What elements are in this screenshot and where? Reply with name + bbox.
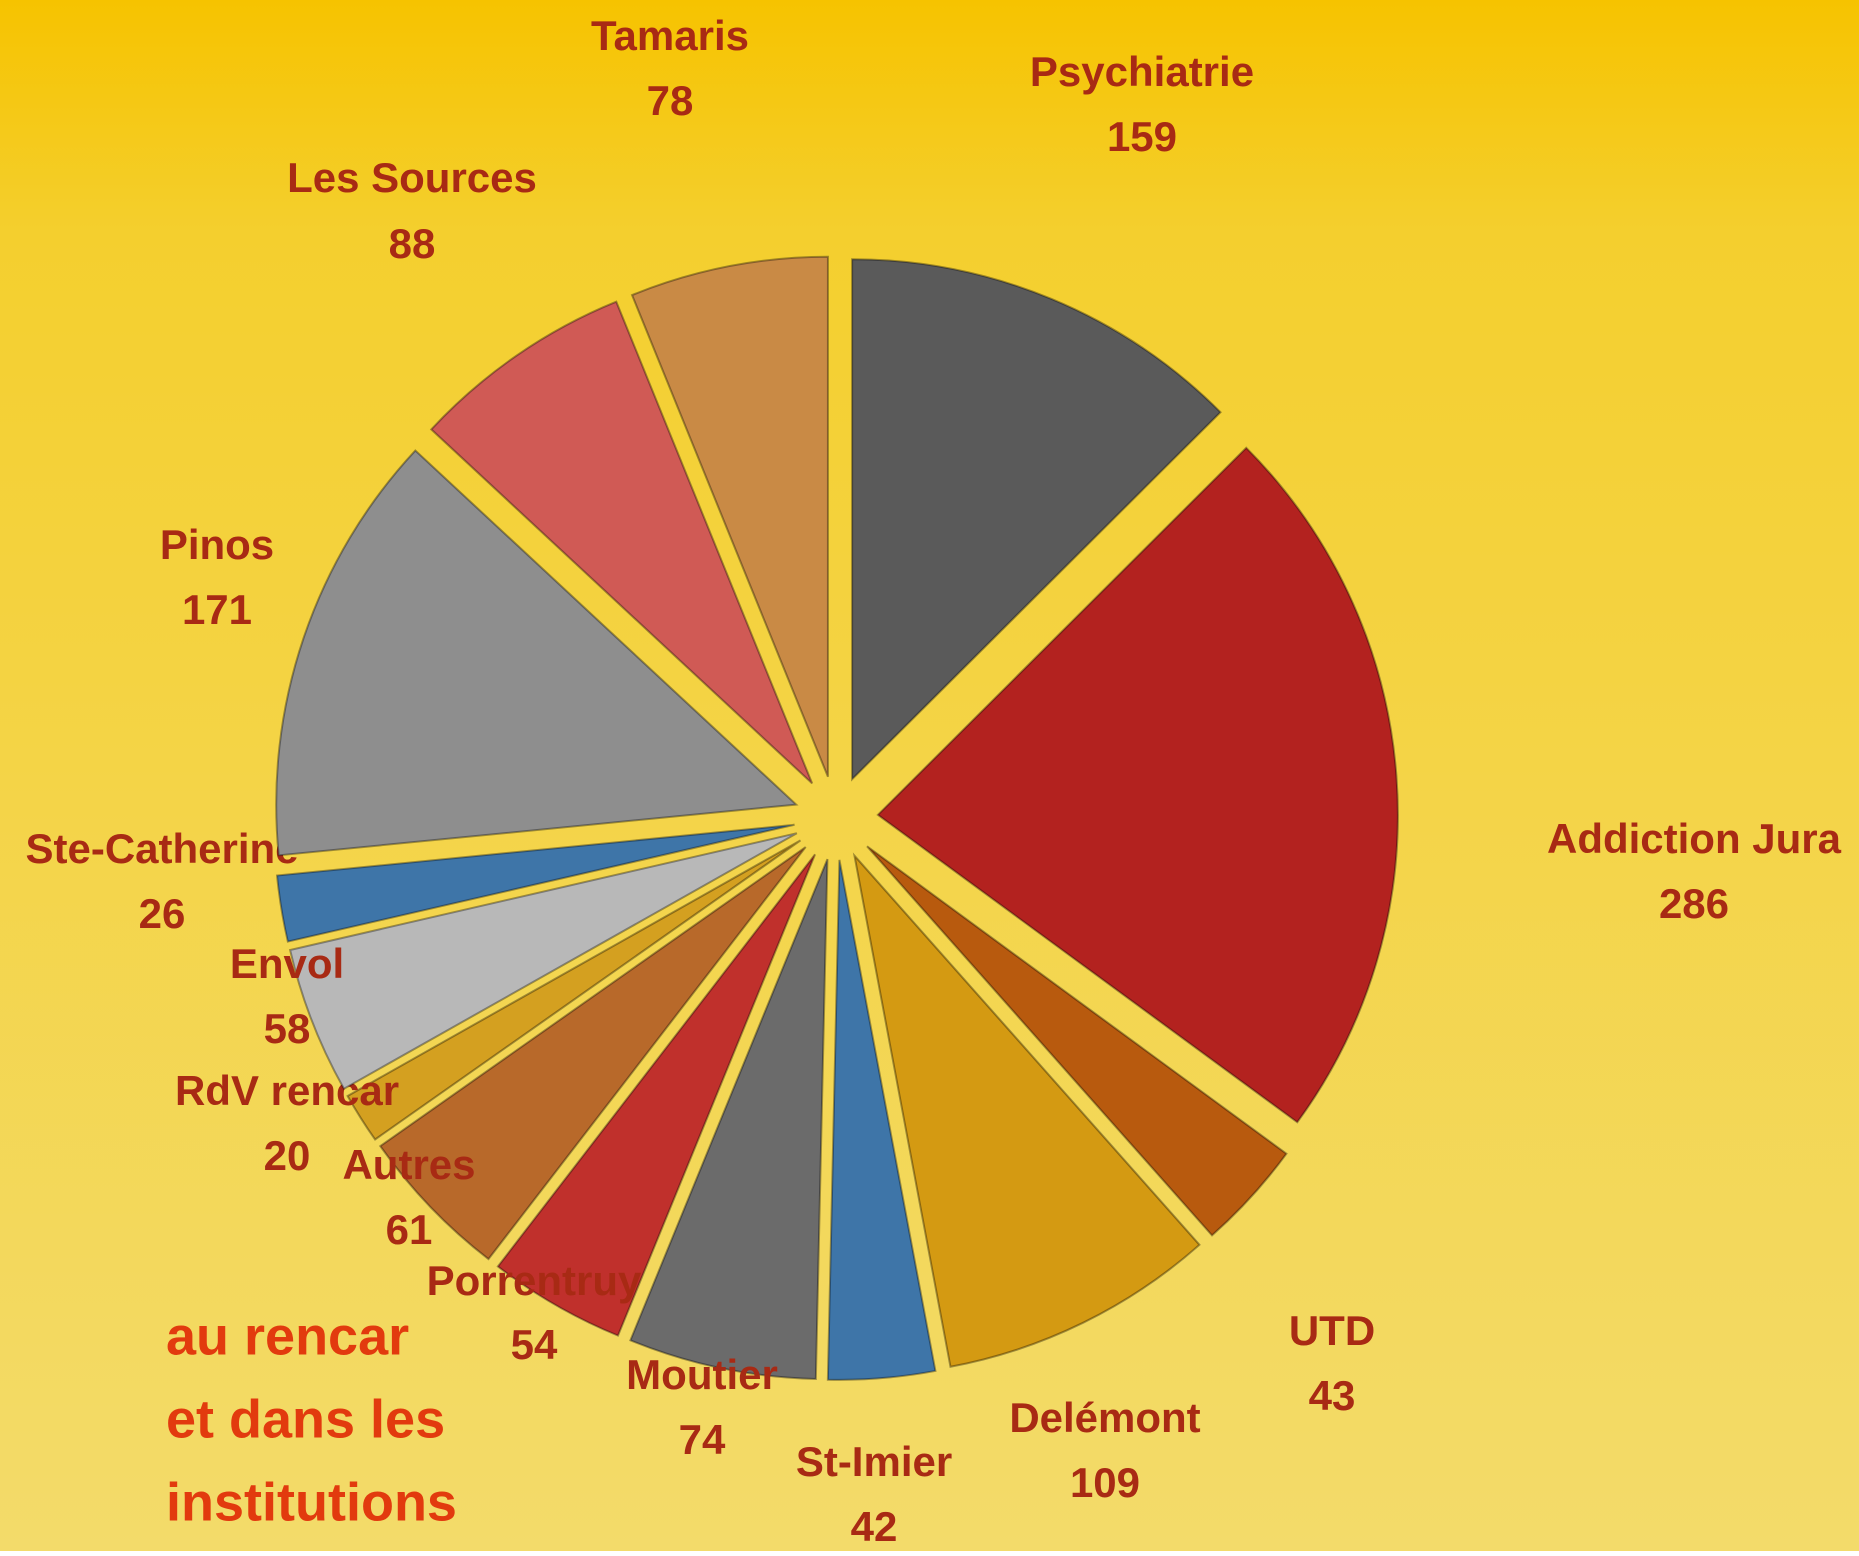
slice-value: 61: [386, 1206, 433, 1253]
slice-value: 54: [511, 1321, 558, 1368]
slice-value: 109: [1070, 1459, 1140, 1506]
slice-value: 286: [1659, 880, 1729, 927]
slice-value: 74: [679, 1416, 726, 1463]
slice-value: 159: [1107, 113, 1177, 160]
annotation: et dans les: [166, 1389, 445, 1449]
annotation: au rencar: [166, 1306, 409, 1366]
slice-label: Moutier: [626, 1351, 778, 1398]
slice-value: 43: [1309, 1372, 1356, 1419]
slice-value: 171: [182, 586, 252, 633]
slice-label: Ste-Catherine: [25, 825, 298, 872]
slice-label: Delémont: [1009, 1394, 1200, 1441]
slice-value: 58: [264, 1005, 311, 1052]
slice-label: Autres: [342, 1141, 475, 1188]
slice-label: Porrentruy: [427, 1257, 642, 1304]
slice-label: Envol: [230, 940, 344, 987]
slice-value: 26: [139, 890, 186, 937]
slice-label: Les Sources: [287, 154, 537, 201]
slice-label: Psychiatrie: [1030, 48, 1254, 95]
slice-value: 78: [647, 77, 694, 124]
slice-label: Addiction Jura: [1547, 815, 1842, 862]
slice-value: 42: [851, 1503, 898, 1550]
slice-label: Tamaris: [591, 12, 749, 59]
slice-label: Pinos: [160, 521, 274, 568]
slice-value: 20: [264, 1132, 311, 1179]
chart: au rencar et dans les institutions Psych…: [0, 0, 1859, 1551]
slice-value: 88: [389, 220, 436, 267]
slice-label: UTD: [1289, 1307, 1375, 1354]
slice-label: St-Imier: [796, 1438, 952, 1485]
annotation: institutions: [166, 1472, 457, 1532]
